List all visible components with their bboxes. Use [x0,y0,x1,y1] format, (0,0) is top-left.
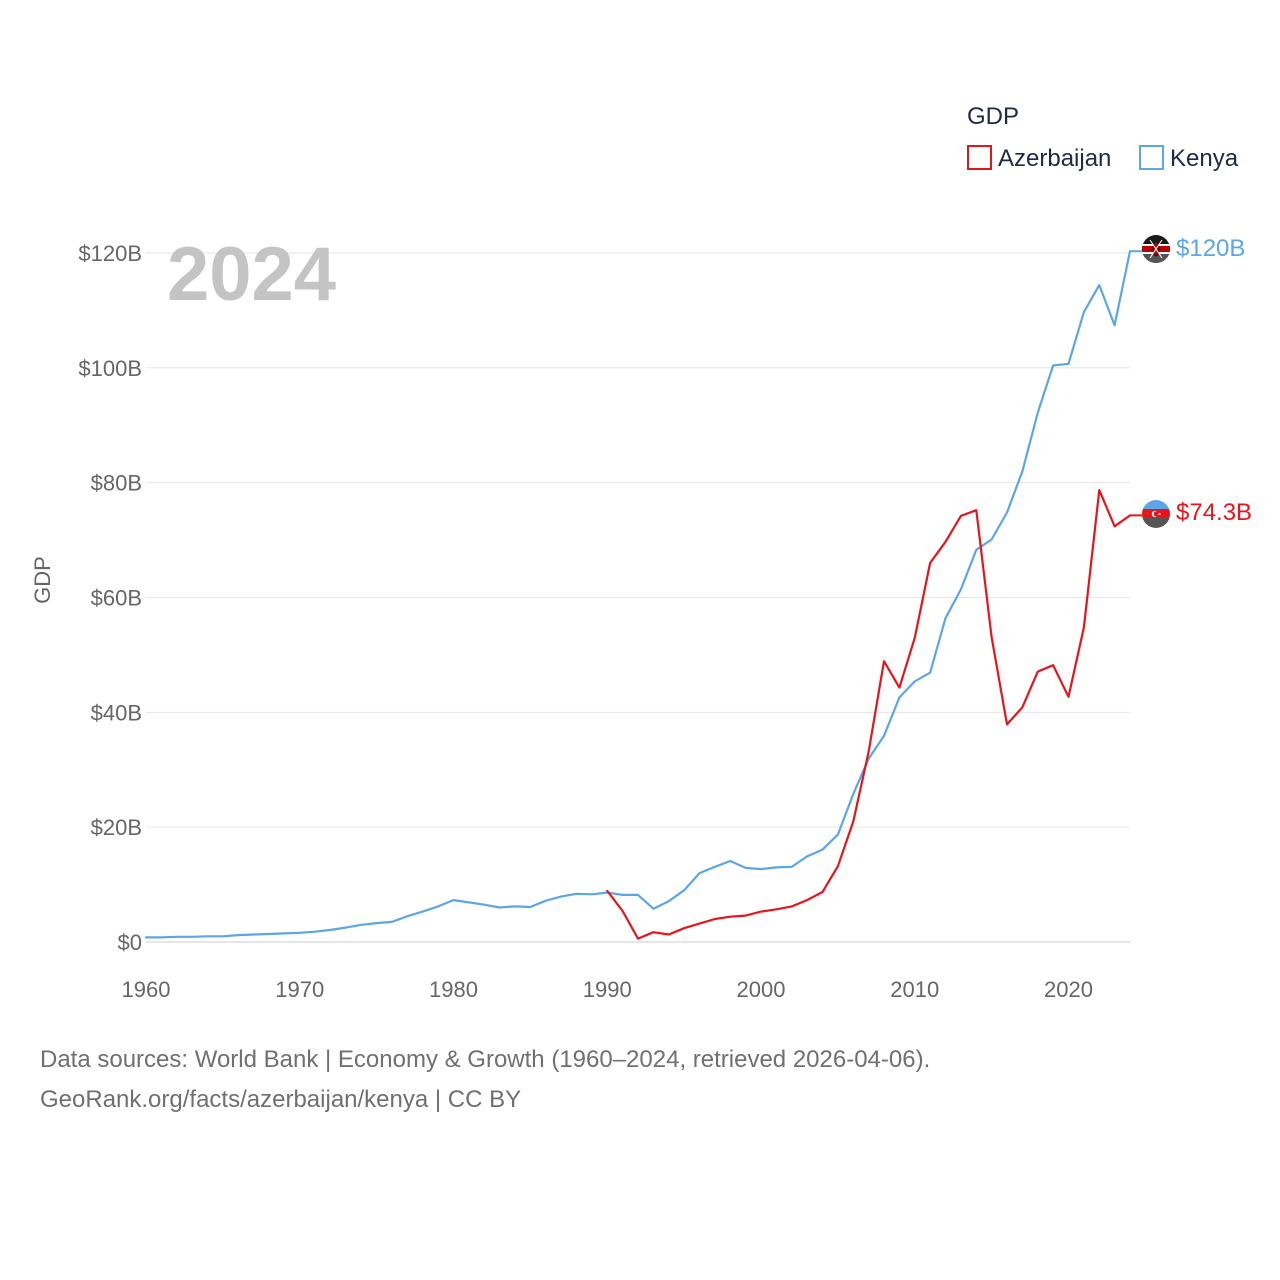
y-axis-ticks: $0 $20B $40B $60B $80B $100B $120B [78,241,142,955]
y-tick-label: $80B [91,471,142,496]
x-tick-label: 1980 [429,977,478,1002]
y-tick-label: $100B [78,356,142,381]
source-attribution: Data sources: World Bank | Economy & Gro… [40,1040,1240,1120]
azerbaijan-end-label: $74.3B [1176,499,1252,526]
legend-label-azerbaijan: Azerbaijan [998,145,1111,172]
gdp-line-chart: GDP Azerbaijan Kenya $0$20B$40B$60B$80B$… [30,103,1252,1002]
series-lines [144,250,1142,940]
year-overlay: 2024 [167,232,336,317]
y-tick-label: $20B [91,815,142,840]
y-tick-label: $40B [91,700,142,725]
legend-title: GDP [967,103,1019,130]
x-tick-label: 2010 [890,977,939,1002]
legend-swatch-azerbaijan [967,145,992,170]
y-tick-label: $120B [78,241,142,266]
x-tick-label: 1970 [275,977,324,1002]
x-axis-ticks: 1960 1970 1980 1990 2000 2010 2020 [122,977,1093,1002]
legend-item-azerbaijan[interactable]: Azerbaijan [967,145,1111,172]
legend-swatch-kenya [1139,145,1164,170]
kenya-flag-icon [1142,235,1170,263]
legend-item-kenya[interactable]: Kenya [1139,145,1239,172]
x-tick-label: 1990 [583,977,632,1002]
x-tick-label: 2000 [737,977,786,1002]
azerbaijan-flag-icon [1142,500,1170,528]
kenya-end-label: $120B [1176,235,1245,262]
sources-line: Data sources: World Bank | Economy & Gro… [40,1046,931,1073]
kenya-end-marker [1142,235,1170,528]
y-tick-label: $0 [118,930,142,955]
series-line-azerbaijan[interactable] [606,489,1132,940]
y-tick-label: $60B [91,585,142,610]
legend-label-kenya: Kenya [1170,145,1239,172]
credit-line: GeoRank.org/facts/azerbaijan/kenya | CC … [40,1086,522,1113]
x-tick-label: 1960 [122,977,171,1002]
series-line-kenya[interactable] [144,250,1132,939]
legend: GDP Azerbaijan Kenya [967,103,1239,172]
y-axis-title: GDP [30,556,55,604]
x-tick-label: 2020 [1044,977,1093,1002]
gridlines [146,252,1130,943]
